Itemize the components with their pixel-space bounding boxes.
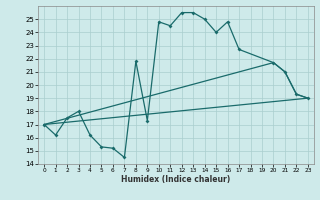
X-axis label: Humidex (Indice chaleur): Humidex (Indice chaleur) <box>121 175 231 184</box>
